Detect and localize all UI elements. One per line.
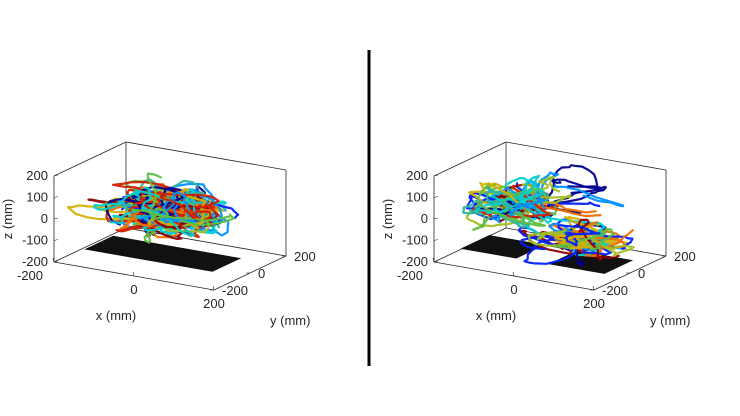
z-tick <box>53 217 59 220</box>
z-tick-label: 0 <box>41 211 48 226</box>
trajectory-line <box>519 234 612 256</box>
y-tick-label: 0 <box>638 266 645 281</box>
z-tick <box>433 239 439 241</box>
z-tick-label: -100 <box>402 233 428 248</box>
z-tick <box>433 260 439 263</box>
z-axis-label: z (mm) <box>380 199 395 239</box>
trajectory-line <box>551 178 604 192</box>
trajectory-line <box>146 172 169 220</box>
axis-edge <box>53 227 127 263</box>
z-tick-label: 0 <box>421 211 428 226</box>
x-tick-label: -200 <box>17 268 43 283</box>
z-tick-label: 100 <box>406 190 428 205</box>
x-tick <box>52 257 55 263</box>
x-tick-label: -200 <box>397 268 423 283</box>
z-tick-label: 200 <box>26 168 48 183</box>
trajectory-line <box>173 187 207 230</box>
y-tick-label: -200 <box>222 283 248 298</box>
y-tick-label: 200 <box>674 249 696 264</box>
x-tick <box>512 271 515 277</box>
trajectory-line <box>130 208 235 227</box>
trajectory-line <box>93 190 204 211</box>
z-tick-label: 200 <box>406 168 428 183</box>
x-tick <box>212 285 215 291</box>
trajectory-line <box>555 227 615 250</box>
z-tick <box>433 217 439 220</box>
trajectory-line <box>462 199 496 216</box>
x-tick-label: 200 <box>583 296 605 311</box>
x-tick <box>592 285 595 291</box>
x-tick-label: 0 <box>510 282 517 297</box>
trajectory-line <box>509 197 546 217</box>
y-tick-label: 200 <box>294 249 316 264</box>
x-tick-label: 200 <box>203 296 225 311</box>
trajectory-line <box>554 184 625 208</box>
x-axis-label: x (mm) <box>96 308 136 323</box>
z-tick <box>53 260 59 263</box>
z-tick <box>53 174 59 177</box>
z-tick-label: 100 <box>26 190 48 205</box>
trajectory-line <box>579 234 635 257</box>
trajectory-line <box>577 218 601 262</box>
y-tick-label: -200 <box>602 283 628 298</box>
trajectory-line <box>479 181 519 204</box>
trajectory-line <box>476 183 547 227</box>
z-tick <box>433 174 439 177</box>
axis-edge <box>125 141 287 171</box>
trajectory-line <box>159 194 212 220</box>
y-tick-label: 0 <box>258 266 265 281</box>
x-axis-label: x (mm) <box>476 308 516 323</box>
trajectory-line <box>505 174 541 202</box>
force-plate <box>84 235 242 272</box>
x-tick-label: 0 <box>130 282 137 297</box>
x-tick <box>432 257 435 263</box>
z-axis-label: z (mm) <box>0 199 15 239</box>
y-axis-label: y (mm) <box>650 313 690 328</box>
x-tick <box>132 271 135 277</box>
z-tick-label: -200 <box>22 254 48 269</box>
z-tick <box>433 196 439 198</box>
z-tick <box>53 196 59 198</box>
axis-edge <box>505 141 667 171</box>
axis-edge <box>433 141 507 177</box>
z-tick <box>53 239 59 241</box>
axis-edge <box>53 141 127 177</box>
trajectory-line <box>558 224 601 247</box>
trajectory-line <box>141 186 196 237</box>
trajectory-line <box>554 215 599 250</box>
z-tick-label: -100 <box>22 233 48 248</box>
y-axis-label: y (mm) <box>270 313 310 328</box>
z-tick-label: -200 <box>402 254 428 269</box>
force-plate <box>460 235 546 259</box>
